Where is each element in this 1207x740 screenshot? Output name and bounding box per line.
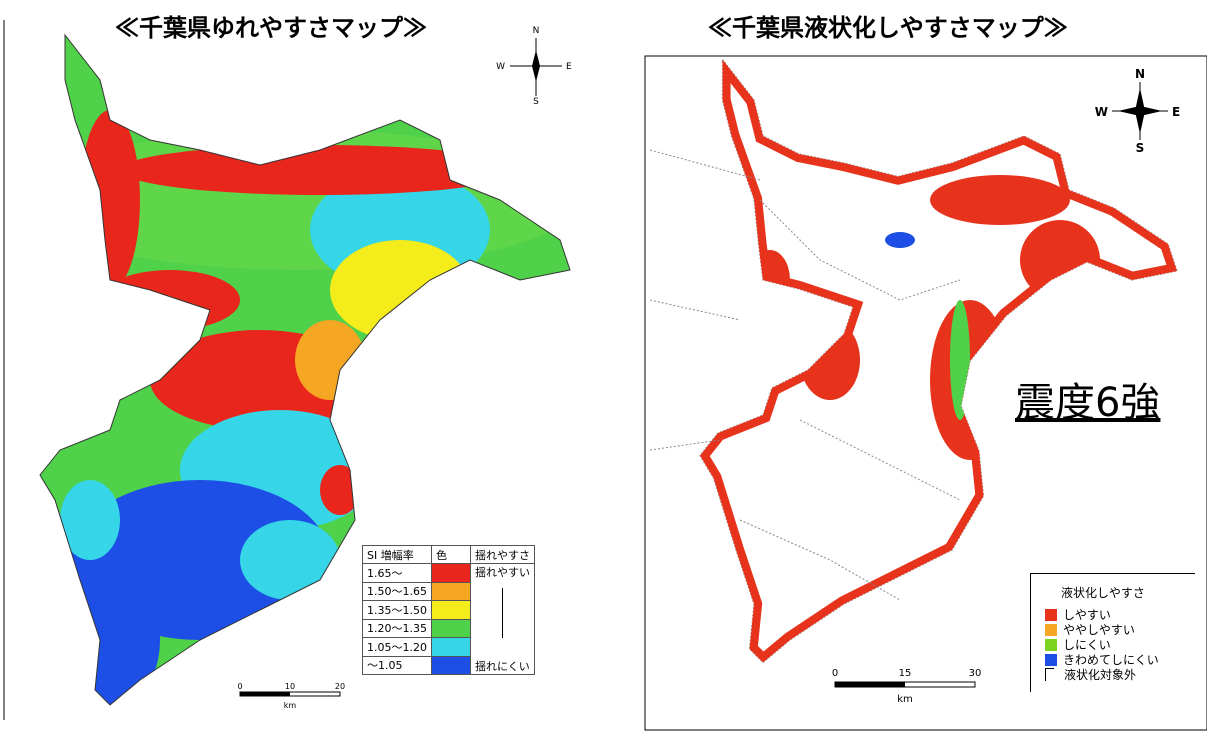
legend-swatch — [1045, 653, 1057, 666]
legend-item: きわめてしにくい — [1031, 652, 1195, 667]
scale-tick: 0 — [237, 682, 242, 691]
compass-e: E — [566, 62, 572, 72]
left-scale: 0 10 20 km — [237, 682, 345, 710]
legend-swatch — [430, 563, 471, 583]
compass-n: N — [1135, 67, 1145, 81]
legend-item: ややしやすい — [1031, 622, 1195, 637]
legend-range: 1.50～1.65 — [362, 581, 432, 601]
legend-row: 1.05～1.20 — [362, 637, 535, 657]
legend-range: 1.35～1.50 — [362, 600, 432, 620]
legend-label: 揺れやすい — [474, 566, 530, 579]
legend-swatch — [1045, 638, 1057, 651]
legend-row: ～1.05 — [362, 655, 535, 675]
compass-s: S — [533, 97, 539, 107]
right-scale: 0 15 30 km — [832, 668, 982, 705]
scale-tick: 20 — [335, 682, 345, 691]
scale-unit: km — [284, 701, 297, 710]
legend-row: 1.65～ 揺れやすい揺れにくい — [362, 563, 535, 675]
legend-item: 液状化対象外 — [1031, 667, 1195, 682]
scale-tick: 10 — [285, 682, 295, 691]
compass-w: W — [496, 62, 505, 72]
legend-swatch — [430, 618, 471, 638]
legend-swatch — [1045, 623, 1057, 636]
legend-label: きわめてしにくい — [1063, 653, 1159, 667]
legend-range: 1.05～1.20 — [362, 637, 432, 657]
legend-label: 液状化対象外 — [1064, 668, 1137, 682]
compass-s: S — [1136, 141, 1145, 155]
scale-unit: km — [897, 694, 913, 705]
legend-swatch — [430, 655, 471, 675]
scale-tick: 15 — [899, 668, 912, 679]
legend-row: 1.50～1.65 — [362, 581, 535, 601]
legend-arrow — [501, 588, 503, 638]
left-compass: N W E S — [496, 26, 572, 107]
scale-tick: 30 — [969, 668, 982, 679]
legend-label: 揺れにくい — [474, 660, 530, 673]
legend-header: 色 — [430, 545, 471, 564]
legend-range: 1.20～1.35 — [362, 618, 432, 638]
right-title: ≪千葉県液状化しやすさマップ≫ — [708, 13, 1068, 42]
legend-label: しやすい — [1063, 608, 1111, 622]
legend-swatch — [1045, 608, 1057, 621]
compass-w: W — [1095, 105, 1108, 119]
legend-swatch — [430, 637, 471, 657]
scale-tick: 0 — [832, 668, 838, 679]
legend-swatch — [1045, 668, 1054, 681]
liquefaction-legend: 液状化しやすさ しやすい ややしやすい しにくい きわめてしにくい 液状化対象外 — [1030, 573, 1195, 692]
legend-swatch — [430, 581, 471, 601]
legend-header: 揺れやすさ — [469, 545, 535, 564]
compass-n: N — [533, 26, 540, 36]
legend-row: 1.20～1.35 — [362, 618, 535, 638]
legend-header: SI 増幅率 — [362, 545, 432, 564]
legend-item: しやすい — [1031, 607, 1195, 622]
left-title: ≪千葉県ゆれやすさマップ≫ — [115, 13, 427, 42]
intensity-label: 震度6強 — [1015, 380, 1161, 426]
legend-item: しにくい — [1031, 637, 1195, 652]
right-compass: N W E S — [1095, 67, 1180, 155]
legend-scale-cell: 揺れやすい揺れにくい — [469, 563, 535, 675]
legend-label: ややしやすい — [1063, 623, 1135, 637]
legend-label: しにくい — [1063, 638, 1111, 652]
legend-range: ～1.05 — [362, 655, 432, 675]
legend-range: 1.65～ — [362, 563, 432, 583]
shake-legend: SI 増幅率 色 揺れやすさ 1.65～ 揺れやすい 揺れにくい 1.50～1.65 1… — [362, 545, 535, 675]
legend-swatch — [430, 600, 471, 620]
compass-e: E — [1172, 105, 1180, 119]
legend-title: 液状化しやすさ — [1061, 586, 1145, 600]
